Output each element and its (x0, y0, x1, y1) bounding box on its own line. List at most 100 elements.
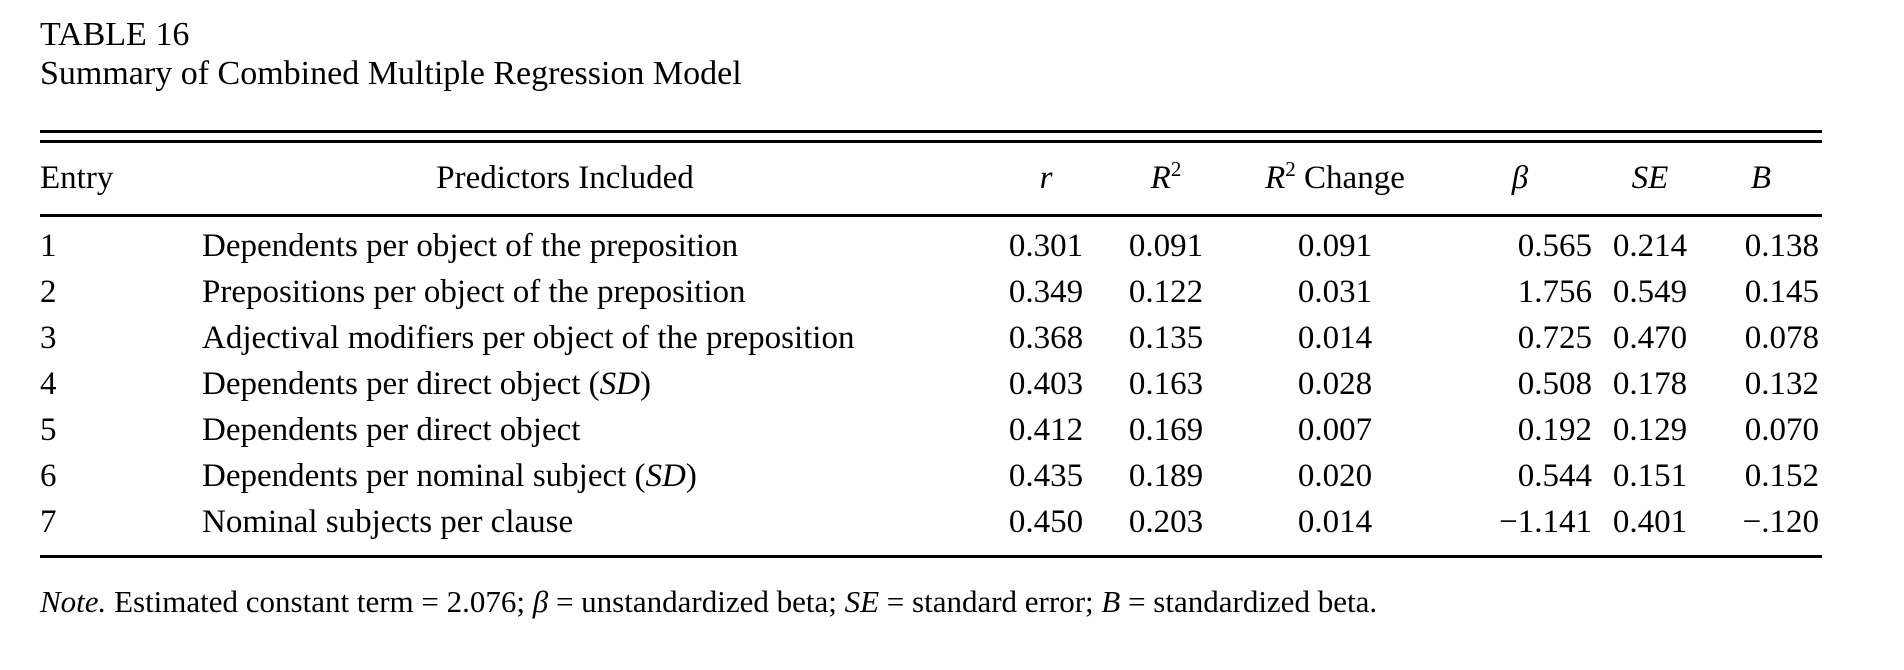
cell-r-squared-change: 0.014 (1297, 319, 1373, 356)
cell-beta: −1.141 (1499, 503, 1592, 540)
note-segment: = unstandardized beta; (548, 584, 845, 619)
note-label: Note. (40, 584, 107, 619)
cell-predictor: Dependents per direct object (SD) (140, 366, 990, 403)
cell-predictor: Prepositions per object of the prepositi… (140, 274, 990, 311)
cell-se: 0.549 (1612, 273, 1688, 310)
cell-entry: 2 (40, 273, 57, 310)
cell-b: 0.132 (1744, 365, 1819, 402)
table-row: 5 Dependents per direct object 0.412 0.1… (40, 407, 1822, 453)
cell-predictor: Dependents per direct object (140, 412, 990, 449)
cell-r-squared-change: 0.020 (1297, 457, 1373, 494)
note-segment: Estimated constant term = 2.076; (106, 584, 533, 619)
top-double-rule (40, 130, 1822, 143)
cell-r: 0.349 (1008, 273, 1084, 310)
note-se-symbol: SE (844, 584, 880, 619)
note-beta-symbol: β (532, 584, 549, 619)
cell-b: 0.145 (1744, 273, 1819, 310)
cell-r-squared-change: 0.031 (1297, 273, 1373, 310)
table-body: 1 Dependents per object of the prepositi… (40, 217, 1822, 555)
cell-entry: 4 (40, 365, 57, 402)
cell-se: 0.129 (1612, 411, 1688, 448)
cell-b: 0.138 (1744, 227, 1819, 264)
table-header-row: Entry Predictors Included r R2 R2 Change… (40, 143, 1822, 217)
cell-r: 0.412 (1008, 411, 1084, 448)
header-r2c-superscript: 2 (1285, 157, 1296, 181)
table-row: 4 Dependents per direct object (SD) 0.40… (40, 361, 1822, 407)
predictor-text: Dependents per direct object (202, 411, 581, 448)
cell-r-squared-change: 0.028 (1297, 365, 1373, 402)
table-row: 7 Nominal subjects per clause 0.450 0.20… (40, 499, 1822, 545)
header-r2c-base: R (1265, 160, 1286, 196)
cell-r: 0.435 (1008, 457, 1084, 494)
cell-r-squared: 0.163 (1128, 365, 1204, 402)
cell-se: 0.401 (1612, 503, 1688, 540)
cell-r: 0.368 (1008, 319, 1084, 356)
note-segment: = standardized beta. (1120, 584, 1378, 619)
header-b-symbol: B (1750, 160, 1772, 196)
table-note: Note. Estimated constant term = 2.076; β… (40, 582, 1822, 622)
cell-entry: 3 (40, 319, 57, 356)
table-number: TABLE 16 (40, 16, 190, 53)
cell-beta: 1.756 (1517, 273, 1592, 310)
table-row: 6 Dependents per nominal subject (SD) 0.… (40, 453, 1822, 499)
cell-entry: 1 (40, 227, 57, 264)
predictor-text: Prepositions per object of the prepositi… (202, 273, 746, 310)
cell-predictor: Nominal subjects per clause (140, 504, 990, 541)
header-entry: Entry (40, 160, 114, 196)
cell-predictor: Adjectival modifiers per object of the p… (140, 320, 990, 357)
header-b: B (1700, 160, 1822, 197)
predictor-suffix: ) (685, 457, 697, 494)
table-row: 3 Adjectival modifiers per object of the… (40, 315, 1822, 361)
document: TABLE 16 Summary of Combined Multiple Re… (40, 16, 1822, 622)
predictor-text: Nominal subjects per clause (202, 503, 574, 540)
cell-r-squared: 0.091 (1128, 227, 1204, 264)
cell-se: 0.151 (1612, 457, 1688, 494)
predictor-italic: SD (645, 457, 686, 494)
table-row: 2 Prepositions per object of the preposi… (40, 269, 1822, 315)
cell-r-squared: 0.189 (1128, 457, 1204, 494)
cell-beta: 0.565 (1517, 227, 1592, 264)
predictor-text: Dependents per nominal subject ( (202, 457, 646, 494)
cell-predictor: Dependents per nominal subject (SD) (140, 458, 990, 495)
header-r: r (990, 160, 1102, 197)
header-se-symbol: SE (1631, 160, 1669, 196)
cell-b: 0.078 (1744, 319, 1819, 356)
predictor-suffix: ) (640, 365, 652, 402)
cell-r-squared-change: 0.091 (1297, 227, 1373, 264)
cell-beta: 0.544 (1517, 457, 1592, 494)
cell-r-squared: 0.169 (1128, 411, 1204, 448)
predictor-italic: SD (599, 365, 641, 402)
header-beta: β (1440, 160, 1600, 197)
cell-r-squared-change: 0.014 (1297, 503, 1373, 540)
header-r2-superscript: 2 (1170, 157, 1182, 181)
note-b-symbol: B (1101, 584, 1121, 619)
cell-r: 0.450 (1008, 503, 1084, 540)
header-predictors: Predictors Included (436, 160, 694, 196)
cell-r-squared: 0.122 (1128, 273, 1204, 310)
note-segment: = standard error; (879, 584, 1102, 619)
cell-r-squared: 0.203 (1128, 503, 1204, 540)
cell-se: 0.178 (1612, 365, 1688, 402)
cell-b: 0.152 (1744, 457, 1819, 494)
predictor-text: Adjectival modifiers per object of the p… (202, 319, 855, 356)
cell-r-squared-change: 0.007 (1297, 411, 1373, 448)
cell-r-squared: 0.135 (1128, 319, 1204, 356)
cell-entry: 5 (40, 411, 57, 448)
cell-r: 0.403 (1008, 365, 1084, 402)
cell-beta: 0.725 (1517, 319, 1592, 356)
table-row: 1 Dependents per object of the prepositi… (40, 223, 1822, 269)
cell-b: 0.070 (1744, 411, 1819, 448)
cell-r: 0.301 (1008, 227, 1084, 264)
predictor-text: Dependents per object of the preposition (202, 227, 739, 264)
header-r-squared: R2 (1102, 157, 1230, 197)
cell-entry: 7 (40, 503, 57, 540)
cell-beta: 0.192 (1517, 411, 1592, 448)
bottom-rule (40, 555, 1822, 558)
cell-predictor: Dependents per object of the preposition (140, 228, 990, 265)
header-r2-base: R (1150, 160, 1171, 196)
header-r-squared-change: R2 Change (1230, 157, 1440, 197)
header-se: SE (1600, 160, 1700, 197)
header-r2c-change-word: Change (1295, 160, 1405, 196)
header-beta-symbol: β (1511, 160, 1529, 196)
cell-b: −.120 (1742, 503, 1819, 540)
